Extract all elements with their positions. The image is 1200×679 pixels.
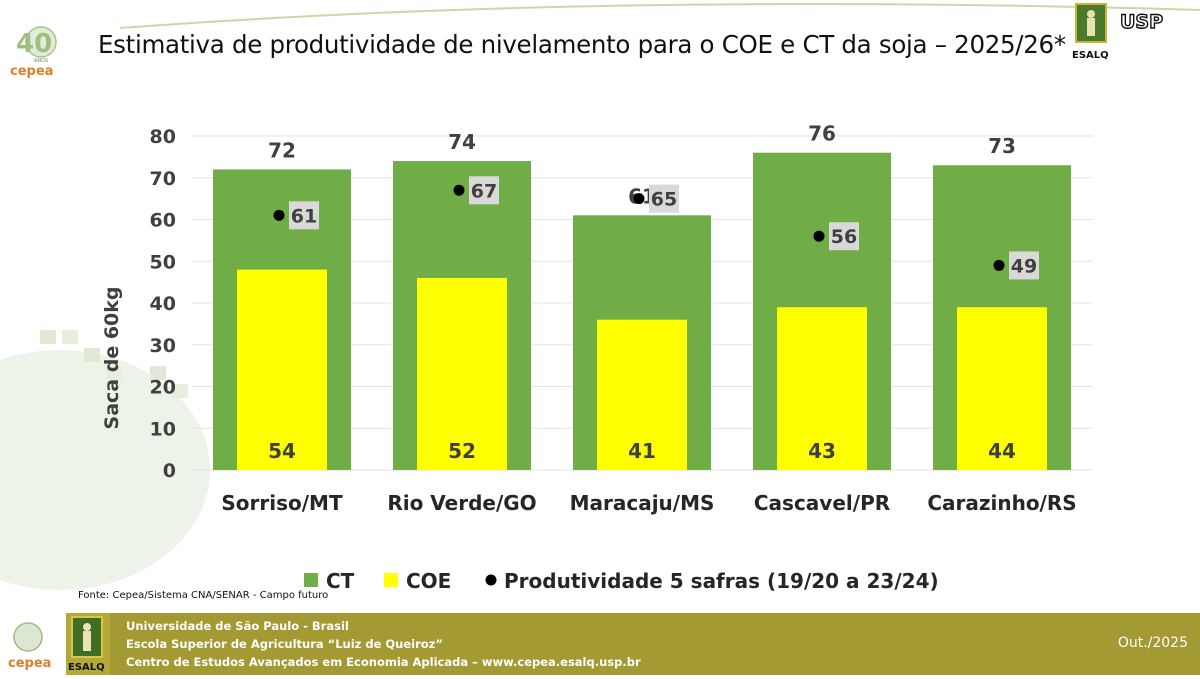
legend-label-ct: CT <box>326 569 355 593</box>
svg-text:40: 40 <box>16 29 52 59</box>
legend-marker-productivity <box>485 574 497 586</box>
productivity-dot-0 <box>273 209 285 221</box>
productivity-label-box-1 <box>469 176 499 205</box>
x-category-label-0: Sorriso/MT <box>221 491 343 515</box>
y-tick-label-0: 0 <box>163 460 176 482</box>
productivity-dot-2 <box>633 193 645 205</box>
chart-title: Estimativa de produtividade de nivelamen… <box>98 30 1066 59</box>
source-note: Fonte: Cepea/Sistema CNA/SENAR - Campo f… <box>78 590 329 601</box>
productivity-dot-3 <box>813 230 825 242</box>
svg-text:USP: USP <box>1120 11 1163 33</box>
productivity-dot-1 <box>453 184 465 196</box>
ct-value-label-4: 73 <box>988 134 1016 158</box>
footer-center-line: Centro de Estudos Avançados em Economia … <box>126 655 641 669</box>
x-category-label-3: Cascavel/PR <box>754 491 890 515</box>
footer-university-line: Universidade de São Paulo - Brasil <box>126 619 349 633</box>
productivity-dot-4 <box>993 259 1005 271</box>
coe-bar-2 <box>597 319 687 470</box>
legend-label-productivity: Produtividade 5 safras (19/20 a 23/24) <box>504 569 939 593</box>
y-tick-label-70: 70 <box>150 168 176 190</box>
y-axis-title: Saca de 60kg <box>101 287 123 430</box>
coe-bar-0 <box>237 269 327 470</box>
ct-value-label-3: 76 <box>808 122 836 146</box>
svg-text:cepea: cepea <box>10 64 53 78</box>
productivity-value-label-2: 65 <box>651 189 677 211</box>
ct-value-label-0: 72 <box>268 138 296 162</box>
footer-date: Out./2025 <box>1117 635 1188 651</box>
top-decorative-arc <box>119 3 1200 29</box>
productivity-value-label-1: 67 <box>471 180 497 202</box>
productivity-value-label-4: 49 <box>1011 255 1037 277</box>
coe-value-label-2: 41 <box>628 439 656 463</box>
legend-label-coe: COE <box>406 569 451 593</box>
legend-swatch-coe <box>384 573 398 587</box>
esalq-usp-logo: ESALQ USP <box>1072 3 1164 61</box>
productivity-value-label-3: 56 <box>831 226 857 248</box>
background-globe-watermark <box>0 330 210 590</box>
ct-value-label-1: 74 <box>448 130 476 154</box>
productivity-label-box-0 <box>289 201 319 230</box>
y-tick-label-40: 40 <box>150 293 176 315</box>
productivity-label-box-4 <box>1009 251 1039 280</box>
svg-text:cepea: cepea <box>8 656 51 671</box>
coe-bar-4 <box>957 307 1047 470</box>
svg-text:ESALQ: ESALQ <box>1072 50 1109 61</box>
footer-cepea-logo: cepea <box>0 613 66 675</box>
y-tick-label-80: 80 <box>150 126 176 148</box>
footer-esalq-logo: ESALQ <box>66 613 110 675</box>
svg-text:ESALQ: ESALQ <box>68 662 105 673</box>
y-tick-label-30: 30 <box>150 335 176 357</box>
productivity-label-box-2 <box>649 184 679 213</box>
y-tick-label-50: 50 <box>150 251 176 273</box>
footer-bar: cepea ESALQ Universidade de São Paulo - … <box>0 613 1200 675</box>
x-category-label-1: Rio Verde/GO <box>387 491 536 515</box>
coe-value-label-1: 52 <box>448 439 476 463</box>
footer-school-line: Escola Superior de Agricultura “Luiz de … <box>126 637 443 651</box>
coe-bar-3 <box>777 307 867 470</box>
y-tick-label-60: 60 <box>150 210 176 232</box>
coe-value-label-4: 44 <box>988 439 1016 463</box>
legend-swatch-ct <box>304 573 318 587</box>
svg-text:ANOS: ANOS <box>34 58 48 64</box>
coe-bar-1 <box>417 277 507 470</box>
x-category-label-2: Maracaju/MS <box>570 491 715 515</box>
productivity-value-label-0: 61 <box>291 205 317 227</box>
x-category-label-4: Carazinho/RS <box>927 491 1076 515</box>
cepea-40-anos-logo: 40 ANOS cepea <box>10 26 57 78</box>
productivity-label-box-3 <box>829 222 859 251</box>
y-tick-label-10: 10 <box>150 418 176 440</box>
y-tick-label-20: 20 <box>150 377 176 399</box>
coe-value-label-3: 43 <box>808 439 836 463</box>
coe-value-label-0: 54 <box>268 439 296 463</box>
